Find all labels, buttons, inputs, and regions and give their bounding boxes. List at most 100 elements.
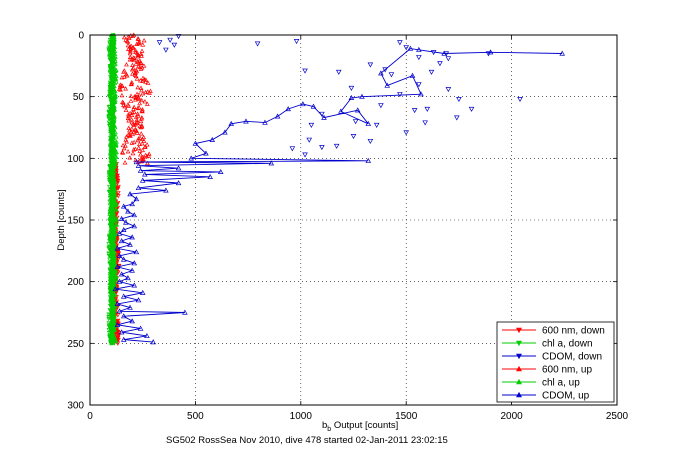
data-point: [456, 97, 462, 103]
data-point: [107, 86, 113, 91]
data-point: [308, 122, 315, 128]
data-point: [109, 205, 115, 210]
data-point: [428, 69, 435, 75]
data-point: [416, 82, 422, 88]
data-point: [128, 81, 134, 87]
data-point: [125, 149, 131, 154]
data-point: [359, 93, 365, 99]
data-point: [109, 140, 114, 145]
data-point: [108, 55, 114, 61]
data-point: [107, 211, 113, 216]
data-point: [131, 139, 137, 145]
data-point: [125, 132, 131, 137]
data-point: [445, 87, 452, 93]
data-point: [131, 223, 138, 229]
x-tick-label: 2000: [500, 411, 523, 422]
data-point: [138, 118, 144, 124]
data-point: [113, 218, 119, 223]
data-point: [136, 92, 142, 97]
data-point: [139, 48, 145, 53]
data-point: [397, 92, 403, 98]
data-point: [254, 41, 261, 47]
data-point: [108, 89, 114, 95]
data-point: [133, 196, 140, 202]
data-point: [144, 101, 150, 106]
data-point: [411, 108, 418, 114]
data-point: [365, 157, 372, 163]
data-point: [378, 70, 384, 76]
data-point: [135, 297, 142, 303]
data-point: [113, 61, 118, 66]
data-point: [131, 282, 138, 288]
data-point: [127, 50, 133, 56]
data-point: [468, 106, 475, 112]
data-point: [107, 206, 113, 212]
data-point: [127, 155, 133, 160]
data-point: [111, 240, 117, 246]
data-point: [125, 39, 131, 44]
data-point: [135, 111, 141, 116]
data-point: [130, 131, 136, 137]
data-point: [109, 196, 115, 201]
data-point: [126, 103, 132, 108]
data-point: [133, 97, 138, 102]
data-point: [141, 156, 146, 161]
data-point: [124, 139, 130, 144]
data-point: [133, 61, 139, 66]
data-point: [138, 66, 144, 71]
data-point: [140, 136, 145, 142]
data-point: [302, 68, 308, 74]
data-point: [348, 85, 355, 91]
data-point: [124, 62, 129, 67]
data-point: [112, 282, 117, 287]
data-point: [120, 336, 127, 342]
data-point: [106, 242, 112, 247]
data-point: [321, 114, 327, 120]
data-point: [129, 318, 135, 324]
data-point: [133, 249, 140, 255]
data-point: [114, 222, 119, 227]
data-point: [129, 201, 135, 207]
data-point: [306, 137, 313, 143]
data-point: [126, 35, 132, 40]
data-point: [107, 209, 113, 214]
data-point: [137, 167, 144, 173]
data-point: [124, 134, 129, 139]
data-point: [129, 140, 135, 145]
data-point: [116, 278, 123, 284]
data-point: [128, 98, 134, 103]
data-point: [134, 76, 140, 81]
data-point: [517, 97, 523, 103]
data-point: [139, 108, 145, 114]
data-point: [120, 226, 127, 232]
data-point: [143, 77, 149, 82]
data-point: [127, 57, 133, 62]
data-point: [144, 333, 150, 339]
data-point: [352, 119, 359, 125]
data-point: [441, 50, 447, 56]
data-point: [111, 87, 116, 92]
x-tick-label: 1500: [395, 411, 418, 422]
data-point: [107, 67, 113, 72]
series-cdom-up: [112, 45, 565, 345]
data-point: [125, 208, 131, 214]
data-point: [109, 282, 115, 288]
data-point: [116, 252, 123, 258]
x-tick-label: 0: [87, 411, 93, 422]
data-point: [192, 140, 199, 146]
data-point: [453, 115, 460, 121]
data-point: [138, 124, 144, 130]
data-point: [112, 99, 118, 105]
data-point: [139, 141, 145, 146]
data-point: [129, 56, 135, 61]
data-point: [115, 313, 121, 318]
data-point: [124, 73, 130, 78]
data-point: [133, 95, 139, 100]
data-point: [175, 180, 182, 186]
data-point: [107, 95, 112, 100]
data-point: [140, 42, 146, 47]
data-point: [113, 143, 119, 148]
data-point: [300, 101, 306, 107]
data-point: [107, 190, 112, 195]
data-point: [120, 142, 126, 148]
